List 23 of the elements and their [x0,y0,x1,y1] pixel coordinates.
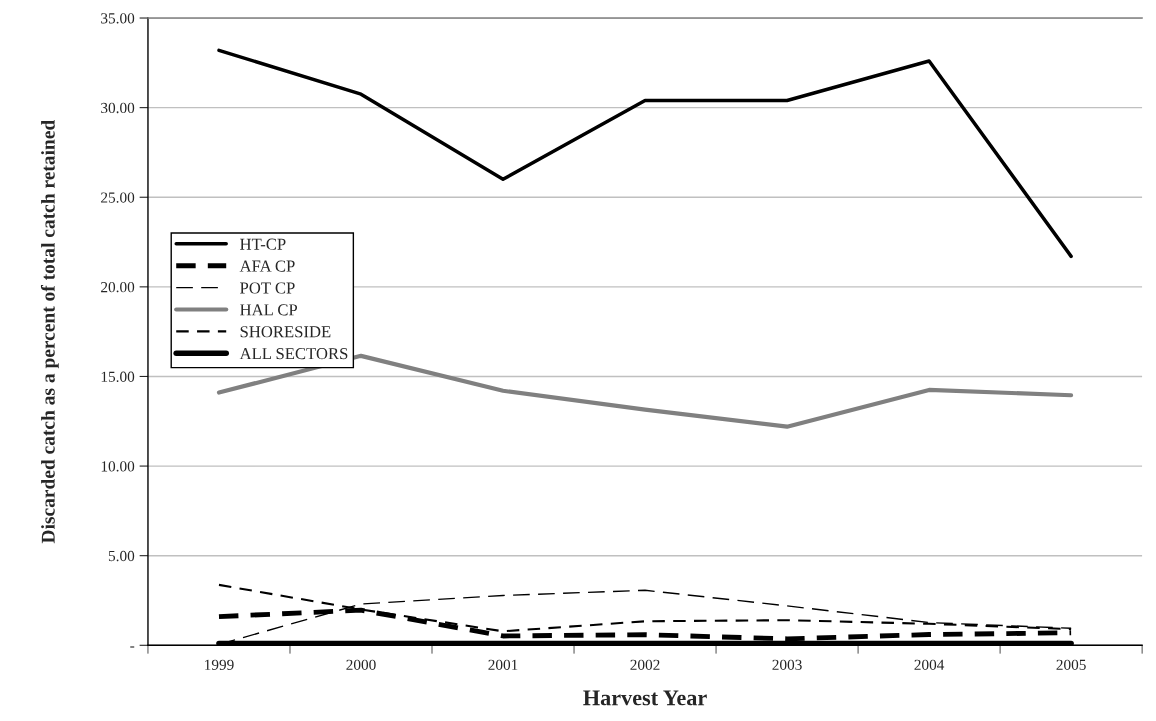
y-tick-label: 10.00 [101,461,135,472]
x-axis-title: Harvest Year [583,690,707,706]
legend-label: HAL CP [240,304,298,316]
legend-label: POT CP [240,282,295,294]
y-tick-label: 5.00 [108,550,135,562]
legend-label: AFA CP [239,260,295,272]
legend-label: SHORESIDE [240,326,331,338]
y-tick-label: 15.00 [101,371,135,382]
x-tick-label: 2000 [346,659,376,670]
x-tick-label: 2004 [914,659,945,670]
y-tick-label: 20.00 [101,282,135,293]
legend-label: HT-CP [240,238,286,250]
x-tick-label: 2005 [1056,659,1086,670]
legend-label: ALL SECTORS [239,348,348,360]
y-tick-label: 25.00 [101,192,135,203]
y-tick-label: 30.00 [101,102,135,114]
y-tick-label: - [130,646,135,648]
x-tick-label: 2002 [630,659,660,670]
x-tick-label: 1999 [205,659,234,670]
x-tick-label: 2001 [488,659,518,670]
x-tick-label: 2003 [772,659,802,670]
y-tick-label: 35.00 [101,13,135,24]
y-axis-title: Discarded catch as a percent of total catch retained [40,120,59,544]
